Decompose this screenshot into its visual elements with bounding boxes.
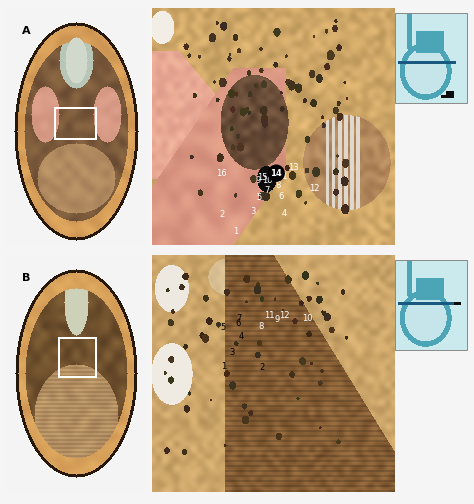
Text: 12: 12 [279, 310, 290, 320]
Text: 11: 11 [277, 172, 287, 181]
Text: 1: 1 [221, 362, 227, 371]
Text: 8: 8 [258, 322, 264, 331]
Text: A: A [22, 26, 31, 36]
Text: 12: 12 [310, 184, 320, 193]
Text: 10: 10 [302, 314, 313, 324]
Text: 1: 1 [233, 227, 238, 236]
Text: 5: 5 [220, 323, 226, 332]
Text: 9: 9 [274, 315, 279, 324]
Text: 10: 10 [263, 176, 273, 185]
Circle shape [268, 165, 284, 181]
Text: 11: 11 [264, 311, 274, 320]
Text: B: B [22, 273, 30, 283]
Text: 7: 7 [264, 186, 270, 195]
Text: 7: 7 [236, 314, 241, 323]
Text: 2: 2 [219, 210, 225, 219]
Text: 6: 6 [278, 192, 283, 201]
Text: 5: 5 [256, 193, 262, 202]
Text: 15: 15 [257, 173, 268, 182]
Text: 8: 8 [275, 181, 281, 190]
Text: 9: 9 [256, 176, 261, 185]
Bar [395, 260, 467, 350]
Text: 2: 2 [259, 363, 264, 372]
Text: 14: 14 [270, 169, 282, 178]
Text: 3: 3 [250, 207, 255, 216]
Text: 16: 16 [216, 169, 227, 178]
Bar [395, 13, 467, 103]
Text: 3: 3 [229, 348, 235, 357]
Text: 13: 13 [288, 163, 298, 172]
Text: 6: 6 [236, 319, 241, 328]
Text: 4: 4 [282, 209, 287, 218]
Text: 4: 4 [238, 332, 244, 341]
